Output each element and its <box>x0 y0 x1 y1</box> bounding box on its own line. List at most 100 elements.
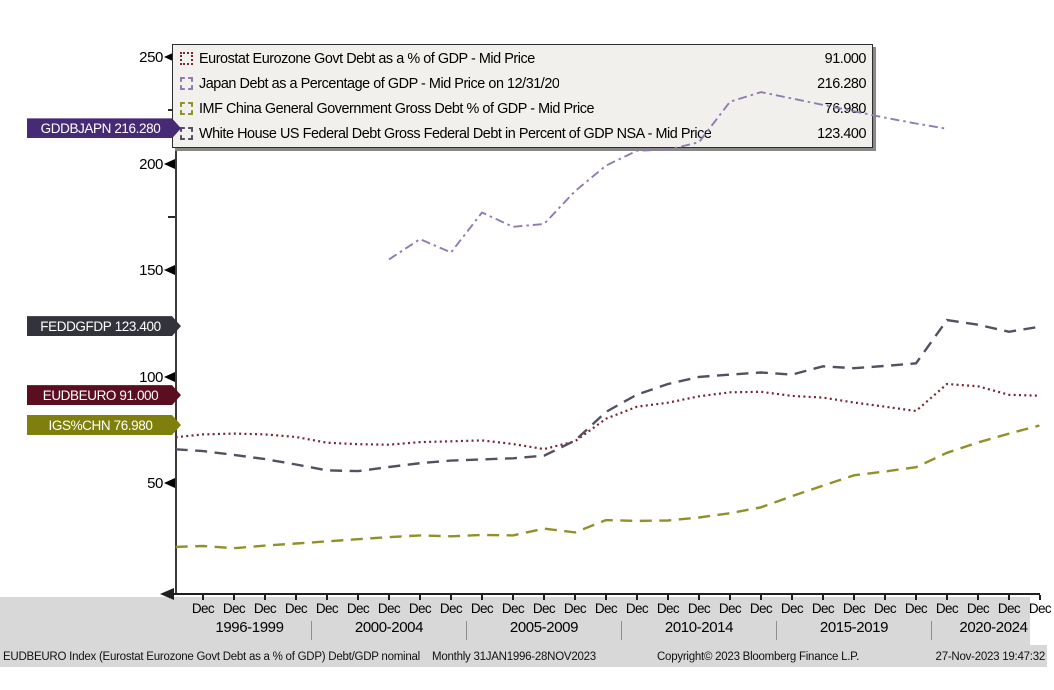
badge-value: 216.280 <box>110 120 161 136</box>
x-tick <box>233 595 235 600</box>
x-tick <box>636 595 638 600</box>
x-month-label: Dec <box>780 601 804 616</box>
x-group-separator <box>931 621 933 640</box>
x-month-label: Dec <box>377 601 401 616</box>
x-month-label: Dec <box>470 601 494 616</box>
x-month-label: Dec <box>811 601 835 616</box>
legend-series-name: Eurostat Eurozone Govt Debt as a % of GD… <box>199 50 535 67</box>
status-security-description: EUDBEURO Index (Eurostat Eurozone Govt D… <box>3 651 420 663</box>
x-year-group-label: 1996-1999 <box>215 619 284 636</box>
x-month-label: Dec <box>873 601 897 616</box>
y-tick-arrow-icon <box>164 478 175 488</box>
x-tick <box>791 595 793 600</box>
axis-badge-IGS%CHN[interactable]: IGS%CHN 76.980 <box>27 415 181 435</box>
x-month-label: Dec <box>1028 601 1052 616</box>
x-tick <box>543 595 545 600</box>
x-tick <box>946 595 948 600</box>
x-year-group-label: 2000-2004 <box>354 619 424 636</box>
legend-marker-icon <box>180 127 193 140</box>
x-tick <box>481 595 483 600</box>
y-tick-arrow-icon <box>164 265 175 275</box>
x-group-separator <box>466 621 468 640</box>
legend-marker-icon <box>180 102 193 115</box>
x-group-separator <box>311 621 313 640</box>
x-month-label: Dec <box>687 601 711 616</box>
y-tick-label: 150 <box>139 262 163 279</box>
x-month-label: Dec <box>656 601 680 616</box>
chart-legend: Eurostat Eurozone Govt Debt as a % of GD… <box>172 44 873 148</box>
x-month-label: Dec <box>532 601 556 616</box>
legend-row[interactable]: Japan Debt as a Percentage of GDP - Mid … <box>180 76 866 92</box>
x-group-separator <box>776 621 778 640</box>
y-tick-label: 50 <box>147 475 163 492</box>
badge-ticker: EUDBEURO <box>42 387 117 403</box>
x-month-label: Dec <box>253 601 277 616</box>
badge-ticker: GDDBJAPN <box>40 120 111 136</box>
legend-marker-icon <box>180 77 193 90</box>
x-month-label: Dec <box>346 601 370 616</box>
y-tick-arrow-icon <box>164 158 175 169</box>
status-periodicity-range: Monthly 31JAN1996-28NOV2023 <box>432 651 596 663</box>
x-tick <box>295 595 297 600</box>
x-tick <box>853 595 855 600</box>
x-group-separator <box>621 621 623 640</box>
x-month-label: Dec <box>594 601 618 616</box>
y-tick-label: 100 <box>139 368 163 386</box>
x-tick <box>326 595 328 600</box>
axis-badge-GDDBJAPN[interactable]: GDDBJAPN 216.280 <box>27 118 181 138</box>
y-tick-arrow-icon <box>164 52 175 62</box>
badge-value: 123.400 <box>111 318 161 334</box>
x-year-group-label: 2010-2014 <box>664 619 734 636</box>
legend-row[interactable]: White House US Federal Debt Gross Federa… <box>180 126 866 142</box>
legend-series-name: IMF China General Government Gross Debt … <box>199 100 595 117</box>
x-month-label: Dec <box>439 601 463 616</box>
y-minor-tick <box>168 215 176 218</box>
x-month-label: Dec <box>997 601 1021 616</box>
status-bar-band <box>0 645 1047 667</box>
x-tick <box>574 595 576 600</box>
x-tick <box>729 595 731 600</box>
x-tick <box>450 595 452 600</box>
badge-value: 91.000 <box>116 387 159 403</box>
x-tick <box>512 595 514 600</box>
y-tick-label: 200 <box>139 155 163 173</box>
x-tick <box>822 595 824 600</box>
x-tick <box>698 595 700 600</box>
y-tick-label: 250 <box>139 49 163 66</box>
x-month-label: Dec <box>749 601 773 616</box>
x-year-group-label: 2015-2019 <box>819 619 889 636</box>
x-month-label: Dec <box>842 601 866 616</box>
badge-ticker: IGS%CHN <box>48 417 111 433</box>
x-month-label: Dec <box>935 601 959 616</box>
x-month-label: Dec <box>966 601 990 616</box>
series-line-EUDBEURO <box>175 382 1040 451</box>
axis-badge-FEDDGFDP[interactable]: FEDDGFDP 123.400 <box>27 316 181 336</box>
legend-series-value: 91.000 <box>824 50 867 67</box>
legend-series-value: 76.980 <box>824 100 867 117</box>
x-month-label: Dec <box>718 601 742 616</box>
status-copyright: Copyright© 2023 Bloomberg Finance L.P. <box>657 651 860 663</box>
x-month-label: Dec <box>191 601 215 616</box>
x-tick <box>1008 595 1010 600</box>
y-tick-arrow-icon <box>164 371 175 382</box>
badge-ticker: FEDDGFDP <box>40 318 112 334</box>
legend-row[interactable]: Eurostat Eurozone Govt Debt as a % of GD… <box>180 51 866 67</box>
x-tick <box>915 595 917 600</box>
x-tick <box>605 595 607 600</box>
x-axis-line <box>163 593 1040 595</box>
x-tick <box>202 595 204 600</box>
x-year-group-label: 2005-2009 <box>509 619 579 636</box>
legend-marker-icon <box>180 52 193 65</box>
legend-row[interactable]: IMF China General Government Gross Debt … <box>180 101 866 117</box>
x-tick <box>419 595 421 600</box>
legend-series-value: 123.400 <box>817 125 866 142</box>
axis-badge-EUDBEURO[interactable]: EUDBEURO 91.000 <box>27 385 181 405</box>
x-tick <box>760 595 762 600</box>
legend-series-value: 216.280 <box>817 75 866 92</box>
x-tick <box>264 595 266 600</box>
series-line-FEDDGFDP <box>175 318 1040 473</box>
x-month-label: Dec <box>315 601 339 616</box>
x-tick <box>388 595 390 600</box>
x-month-label: Dec <box>904 601 928 616</box>
